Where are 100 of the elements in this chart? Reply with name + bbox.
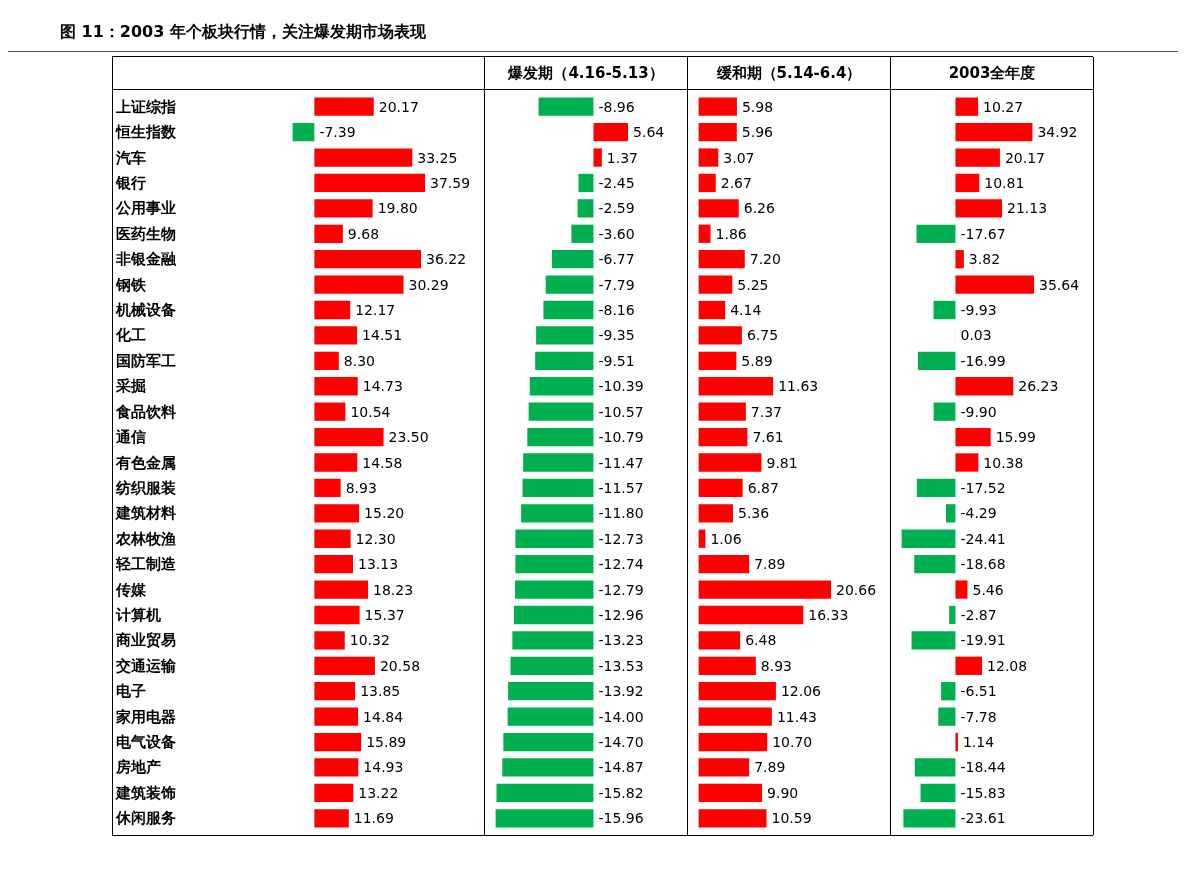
- data-label: -18.68: [960, 556, 1006, 573]
- data-label: 1.86: [715, 225, 747, 242]
- data-label: -7.39: [319, 124, 356, 141]
- data-label: 10.32: [349, 632, 390, 649]
- bar: [314, 682, 356, 701]
- bar: [314, 580, 369, 599]
- bar: [314, 300, 351, 320]
- bar: [955, 97, 979, 116]
- bar: [914, 555, 956, 574]
- bar: [314, 656, 375, 675]
- data-label: 11.69: [353, 810, 394, 827]
- y-tick-label: 商业贸易: [115, 631, 176, 650]
- bar: [314, 758, 359, 777]
- bar: [314, 275, 404, 294]
- bar: [314, 453, 358, 472]
- bar: [911, 631, 956, 650]
- data-label: 10.38: [983, 454, 1024, 471]
- data-label: 23.50: [388, 429, 429, 446]
- y-tick-label: 房地产: [115, 758, 161, 777]
- chart-subtitle: 爆发期（4.16-5.13）: [485, 57, 687, 90]
- data-label: 7.89: [754, 556, 786, 573]
- bar: [698, 300, 726, 320]
- data-label: 9.81: [766, 454, 798, 471]
- y-tick-label: 轻工制造: [115, 555, 177, 574]
- bar: [698, 631, 741, 650]
- data-label: 10.54: [350, 403, 391, 420]
- bar: [698, 732, 768, 752]
- data-label: -4.29: [960, 505, 997, 522]
- bar: [955, 148, 1000, 167]
- y-tick-label: 公用事业: [115, 199, 176, 218]
- bar: [314, 351, 339, 370]
- data-label: 6.87: [747, 479, 779, 496]
- data-label: -10.79: [598, 429, 644, 446]
- data-label: 15.99: [995, 429, 1036, 446]
- data-label: 14.93: [363, 759, 404, 776]
- bar: [698, 199, 739, 218]
- bar: [955, 122, 1033, 142]
- bar: [314, 199, 373, 218]
- data-label: 14.84: [363, 708, 404, 725]
- chart-title: 图 11：2003 年个板块行情，关注爆发期市场表现: [8, 8, 1178, 52]
- bar: [955, 656, 983, 675]
- bar: [314, 402, 346, 421]
- bar: [917, 351, 956, 370]
- data-label: 20.17: [378, 98, 419, 115]
- data-label: 8.30: [343, 352, 375, 369]
- bar: [941, 682, 956, 701]
- data-label: 5.64: [633, 124, 665, 141]
- data-label: 10.27: [983, 98, 1024, 115]
- bar: [698, 148, 719, 167]
- y-tick-label: 建筑材料: [115, 504, 176, 523]
- bar: [698, 351, 737, 370]
- data-label: 14.73: [362, 378, 403, 395]
- bar: [314, 555, 354, 574]
- y-tick-label: 银行: [115, 173, 146, 192]
- bar: [698, 580, 832, 599]
- data-label: 10.70: [772, 734, 813, 751]
- data-label: 15.89: [366, 734, 407, 751]
- data-label: 7.37: [750, 403, 783, 420]
- bar: [955, 377, 1014, 396]
- bar: [314, 783, 354, 803]
- data-label: 14.58: [362, 454, 403, 471]
- data-label: -13.92: [598, 683, 644, 700]
- bar: [955, 427, 991, 447]
- bar: [945, 504, 956, 523]
- data-label: -7.79: [598, 276, 635, 293]
- data-label: -13.23: [598, 632, 644, 649]
- data-label: 1.06: [710, 530, 742, 547]
- bar: [938, 707, 956, 726]
- data-label: 9.68: [347, 225, 380, 242]
- data-label: 20.66: [836, 581, 877, 598]
- bar: [314, 504, 360, 523]
- data-label: 7.20: [749, 251, 781, 268]
- data-label: 7.61: [752, 429, 784, 446]
- data-label: -17.52: [960, 479, 1006, 496]
- data-label: 12.17: [355, 302, 396, 319]
- data-label: -17.67: [960, 225, 1006, 242]
- data-label: -13.53: [598, 657, 644, 674]
- data-label: -15.83: [960, 784, 1006, 801]
- data-label: -2.45: [598, 174, 635, 191]
- data-label: 8.93: [760, 657, 793, 674]
- chart-subtitle: 缓和期（5.14-6.4）: [688, 57, 890, 90]
- y-tick-label: 家用电器: [115, 707, 176, 726]
- bar: [698, 605, 804, 625]
- bar: [314, 732, 362, 752]
- data-label: 33.25: [417, 149, 458, 166]
- bar: [698, 427, 748, 447]
- bar: [914, 758, 956, 777]
- data-label: 13.85: [360, 683, 401, 700]
- data-label: -3.60: [598, 225, 635, 242]
- bar: [314, 529, 351, 548]
- bar: [314, 377, 358, 396]
- data-label: -8.16: [598, 302, 635, 319]
- bar: [933, 402, 956, 421]
- bar: [955, 580, 968, 599]
- data-label: 21.13: [1007, 200, 1048, 217]
- data-label: -11.57: [598, 479, 644, 496]
- bar: [698, 250, 745, 269]
- data-label: -12.73: [598, 530, 644, 547]
- bar: [314, 224, 343, 243]
- data-label: 8.93: [345, 479, 377, 496]
